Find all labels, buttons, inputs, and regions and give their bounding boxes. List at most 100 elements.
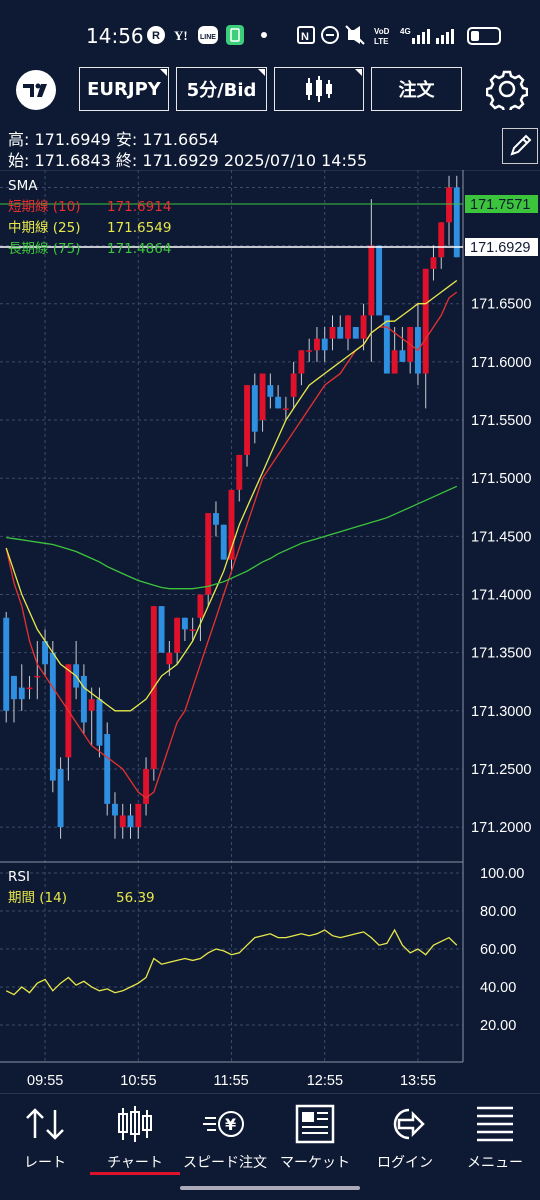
candle-body [321, 338, 328, 351]
rsi-tick-label: 60.00 [480, 942, 516, 958]
candle-body [430, 257, 437, 269]
rsi-polyline [5, 928, 458, 996]
signal-icon [412, 29, 454, 44]
bottom-nav: レート チャート ¥ スピード注文 マ [0, 1093, 540, 1200]
menu-lines-icon [477, 1106, 513, 1142]
nfc-icon [297, 26, 315, 44]
candlestick-icon [306, 76, 332, 102]
rsi-tick-label: 40.00 [480, 980, 516, 996]
high-price-tag [465, 195, 538, 213]
candle-body [376, 245, 383, 316]
candle-body [259, 373, 266, 421]
candle-body [88, 699, 95, 711]
price-tick-label: 171.6500 [471, 297, 531, 313]
dot-icon [261, 32, 267, 38]
draw-tool-button[interactable] [502, 128, 538, 164]
candle-body [438, 222, 445, 258]
price-tick-label: 171.2000 [471, 820, 531, 836]
candle-body [290, 373, 297, 397]
candle-body [306, 350, 313, 352]
status-left-icons: R Y! LINE [147, 25, 267, 45]
rsi-tick-label: 80.00 [480, 904, 516, 920]
svg-text:LINE: LINE [200, 34, 216, 41]
candle-body [213, 513, 219, 525]
candle-body [112, 803, 118, 816]
chart-type-button[interactable] [274, 67, 364, 111]
rsi-tick-label: 20.00 [480, 1018, 516, 1034]
price-tick-label: 171.6000 [471, 355, 531, 371]
candle-body [228, 489, 235, 560]
svg-text:R: R [152, 30, 160, 42]
volte-icon: VoD [374, 27, 390, 36]
nav-login-label: ログイン [377, 1155, 433, 1171]
candle-body [119, 815, 126, 828]
price-tick-label: 171.4000 [471, 588, 531, 604]
nav-rate[interactable]: レート [0, 1094, 90, 1174]
rate-arrows-icon [26, 1108, 64, 1140]
candle-body [143, 768, 149, 804]
speed-order-yen-icon: ¥ [203, 1111, 244, 1137]
timeframe-select-button[interactable]: 5分/Bid [176, 67, 267, 111]
price-tick-label: 171.5000 [471, 471, 531, 487]
candle-body [26, 687, 33, 690]
nav-speed-order-label: スピード注文 [183, 1155, 267, 1171]
current-price-tag-text: 171.6929 [470, 240, 530, 256]
candle-body [337, 327, 344, 339]
candle-body [244, 385, 250, 455]
price-chart[interactable]: 171.7500171.7000171.6500171.6000171.5500… [0, 170, 540, 1092]
candle-body [96, 699, 103, 746]
timeframe-label: 5分/Bid [186, 80, 257, 101]
login-arrow-icon [393, 1108, 425, 1140]
candle-body [275, 396, 282, 409]
battery-app-icon [226, 25, 244, 45]
candle-body [251, 385, 258, 432]
candles-layer [3, 175, 460, 839]
rsi-period-label: 期間 (14) [8, 890, 67, 906]
chart-grid [0, 170, 463, 1062]
candle-body [360, 315, 367, 339]
candle-body [181, 617, 188, 630]
symbol-select-button[interactable]: EURJPY [79, 67, 169, 111]
yahoo-icon: Y! [174, 28, 188, 43]
candle-body [220, 524, 227, 560]
gear-icon[interactable] [486, 68, 528, 110]
sma-line [5, 279, 458, 712]
status-bar [0, 0, 540, 60]
sma-lines-layer [5, 279, 458, 799]
candle-body [34, 675, 41, 678]
nav-login[interactable]: ログイン [360, 1094, 450, 1174]
nav-menu-label: メニュー [467, 1155, 523, 1171]
candle-body [57, 768, 64, 828]
ohlc-line-2: 始: 171.6843 終: 171.6929 2025/07/10 14:55 [8, 151, 368, 170]
candle-body [80, 675, 87, 723]
dropdown-corner-icon [355, 69, 362, 76]
symbol-label: EURJPY [87, 78, 161, 100]
rsi-axis: 100.00 80.00 60.00 40.00 20.00 [480, 866, 524, 1034]
nav-speed-order[interactable]: ¥ スピード注文 [180, 1094, 270, 1174]
price-tick-label: 171.3500 [471, 646, 531, 662]
line-icon [198, 26, 218, 44]
candle-body [127, 815, 134, 828]
order-button[interactable]: 注文 [371, 67, 462, 111]
nav-market[interactable]: マーケット [270, 1094, 360, 1174]
candle-body [282, 408, 289, 410]
status-right-icons: N VoD LTE 4G [297, 25, 501, 46]
price-tick-label: 171.5500 [471, 413, 531, 429]
time-tick-label: 11:55 [214, 1073, 249, 1089]
candle-body [383, 315, 390, 374]
home-indicator[interactable] [180, 1186, 360, 1190]
tradingview-logo-icon[interactable] [14, 68, 58, 112]
candle-body [197, 594, 204, 618]
candle-body [329, 327, 336, 339]
nav-menu[interactable]: メニュー [450, 1094, 540, 1174]
no-disturb-icon [321, 26, 339, 44]
high-price-tag-text: 171.7571 [470, 197, 530, 213]
candle-body [368, 245, 375, 316]
dropdown-corner-icon [258, 69, 265, 76]
nav-chart[interactable]: チャート [90, 1094, 180, 1174]
candle-body [352, 327, 359, 339]
rsi-value: 56.39 [116, 890, 155, 906]
candle-body [314, 338, 320, 351]
candle-body [205, 513, 212, 595]
time-tick-label: 13:55 [400, 1073, 436, 1089]
